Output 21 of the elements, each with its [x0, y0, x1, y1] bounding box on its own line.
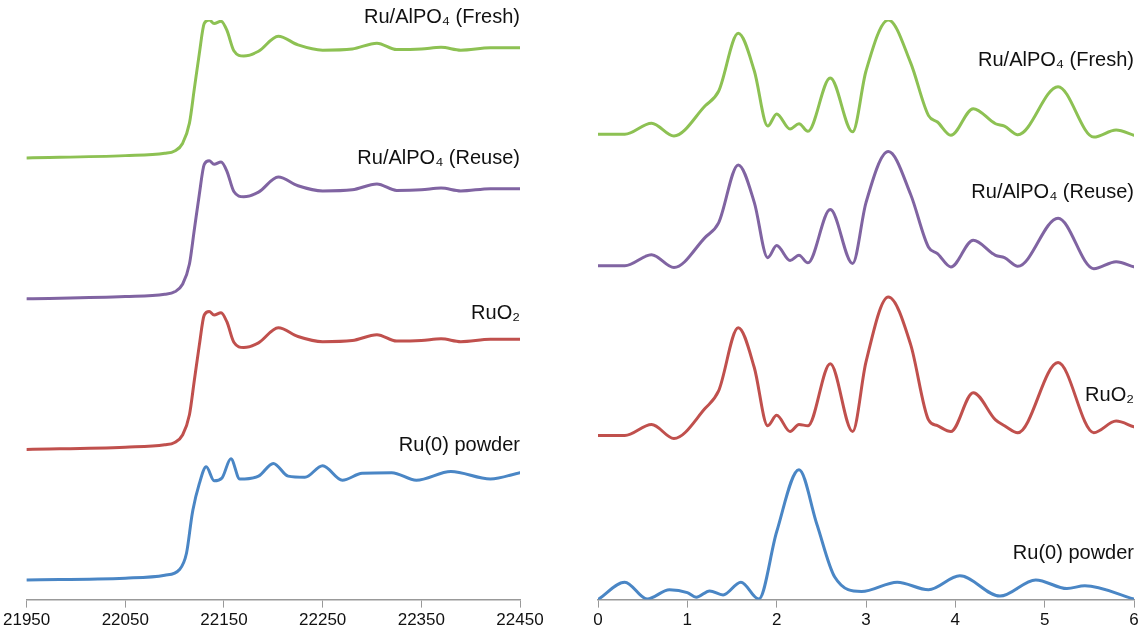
series-label: Ru/AlPO₄ (Fresh): [364, 4, 520, 27]
series-label: RuO₂: [1085, 382, 1134, 405]
x-tick-label: 1: [682, 610, 693, 630]
x-tick-label: 2: [771, 610, 782, 630]
x-tick-label: 22250: [299, 610, 347, 630]
x-tick-label: 4: [950, 610, 961, 630]
x-tick-label: 6: [1129, 610, 1139, 630]
x-tick-label: 21950: [3, 610, 51, 630]
x-tick-label: 22150: [200, 610, 248, 630]
x-tick-label: 5: [1039, 610, 1050, 630]
x-tick-label: 0: [593, 610, 603, 630]
series-label: Ru/AlPO₄ (Reuse): [357, 145, 520, 168]
x-tick-label: 3: [861, 610, 871, 630]
x-tick-label: 22050: [101, 610, 149, 630]
series-label: RuO₂: [471, 300, 520, 323]
series-label: Ru(0) powder: [398, 433, 521, 456]
x-tick-label: 22350: [397, 610, 445, 630]
series-label: Ru(0) powder: [1012, 541, 1135, 564]
series-label: Ru/AlPO₄ (Fresh): [978, 48, 1134, 71]
series-label: Ru/AlPO₄ (Reuse): [971, 179, 1134, 202]
x-tick-label: 22450: [496, 610, 544, 630]
